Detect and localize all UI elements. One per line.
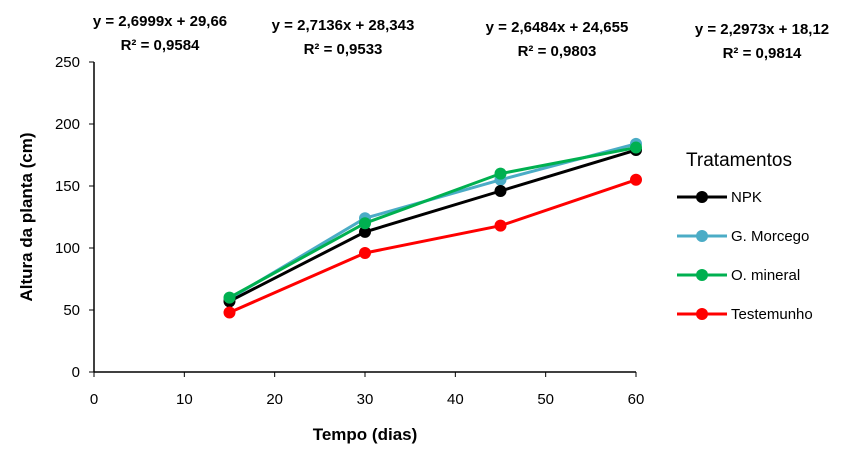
r2-g-morcego: R² = 0,9584 [121, 37, 200, 54]
x-tick-label: 30 [357, 391, 374, 408]
x-tick-label: 60 [628, 391, 645, 408]
r2-o-mineral: R² = 0,9533 [304, 41, 383, 58]
x-axis-title: Tempo (dias) [313, 425, 418, 444]
x-tick-label: 10 [176, 391, 193, 408]
data-point-testemunho [494, 219, 507, 232]
x-tick-labels: 0 10 20 30 40 50 60 [90, 372, 645, 408]
equation-labels: y = 2,6999x + 29,66 R² = 0,9584 y = 2,71… [93, 13, 829, 62]
data-point-testemunho [223, 306, 236, 319]
data-point-o-mineral [359, 217, 371, 230]
series-line-npk [228, 148, 637, 303]
y-tick-label: 50 [63, 302, 80, 319]
equation-testemunho: y = 2,2973x + 18,12 [695, 21, 829, 38]
y-tick-label: 200 [55, 116, 80, 133]
legend-label-g-morcego: G. Morcego [731, 228, 809, 245]
legend: NPK G. Morcego O. mineral Testemunho [677, 189, 813, 323]
y-tick-label: 150 [55, 178, 80, 195]
data-point-testemunho [630, 173, 642, 186]
x-tick-label: 0 [90, 391, 98, 408]
legend-label-npk: NPK [731, 189, 762, 206]
data-point-o-mineral [223, 291, 236, 304]
series-line-testemunho [228, 178, 637, 314]
data-point-o-mineral [494, 167, 507, 180]
r2-npk: R² = 0,9803 [518, 43, 597, 60]
y-axis-title: Altura da planta (cm) [17, 132, 36, 301]
legend-swatch-marker-testemunho [696, 308, 708, 320]
legend-label-o-mineral: O. mineral [731, 267, 800, 284]
equation-g-morcego: y = 2,6999x + 29,66 [93, 13, 227, 30]
x-tick-label: 50 [537, 391, 554, 408]
legend-label-testemunho: Testemunho [731, 306, 813, 323]
x-tick-label: 20 [266, 391, 283, 408]
y-tick-labels: 0 50 100 150 200 250 [55, 54, 94, 381]
equation-o-mineral: y = 2,7136x + 28,343 [272, 17, 415, 34]
x-tick-label: 40 [447, 391, 464, 408]
legend-swatch-marker-npk [696, 191, 708, 203]
data-point-o-mineral [630, 141, 642, 154]
legend-swatch-marker-g-morcego [696, 230, 708, 242]
data-point-npk [494, 184, 507, 197]
series-line-o-mineral [228, 146, 637, 299]
y-tick-label: 0 [72, 364, 80, 381]
legend-title: Tratamentos [686, 150, 792, 171]
r2-testemunho: R² = 0,9814 [723, 45, 802, 62]
legend-swatch-marker-o-mineral [696, 269, 708, 281]
series-layer [223, 137, 642, 319]
data-point-npk [359, 225, 371, 238]
y-tick-label: 250 [55, 54, 80, 71]
equation-npk: y = 2,6484x + 24,655 [486, 19, 629, 36]
y-tick-label: 100 [55, 240, 80, 257]
data-point-testemunho [359, 246, 371, 259]
